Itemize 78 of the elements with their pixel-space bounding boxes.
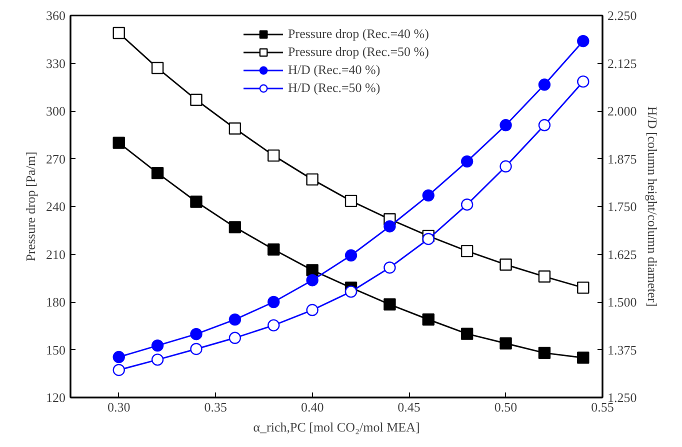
point (228, 332, 242, 344)
point (190, 328, 202, 340)
y-tick-label: 120 (46, 390, 66, 405)
point (268, 319, 280, 332)
point (500, 258, 512, 271)
y2-tick-label: 2.250 (608, 8, 637, 23)
point (384, 298, 396, 310)
y2-axis-title: H/D [column height/column diameter] (644, 106, 660, 307)
point (500, 337, 512, 350)
y2-tick-label: 2.125 (608, 56, 637, 71)
legend-label: Pressure drop (Rec.=40 %) (288, 25, 429, 43)
point (190, 342, 202, 356)
point (460, 198, 474, 211)
y2-tick-label: 1.875 (608, 151, 637, 166)
point (306, 304, 318, 316)
point (422, 189, 434, 202)
y-tick-label: 180 (46, 294, 66, 310)
x-tick-label: 0.35 (204, 400, 227, 414)
point (151, 62, 164, 74)
y-tick-label: 150 (46, 342, 66, 358)
point (538, 346, 551, 360)
point (228, 122, 242, 135)
x-tick-label: 0.45 (398, 400, 420, 414)
point (344, 249, 358, 262)
x-tick-label: 0.40 (300, 400, 324, 414)
legend-label: H/D (Rec.=40 %) (288, 61, 380, 79)
point (112, 350, 125, 364)
y-tick-label: 240 (46, 199, 66, 214)
point (460, 155, 474, 168)
point (460, 328, 474, 340)
y2-tick-label: 1.375 (608, 342, 637, 358)
x-tick-label: 0.30 (107, 400, 130, 414)
point (190, 196, 202, 208)
y-tick-label: 330 (46, 56, 66, 71)
y-tick-label: 360 (46, 8, 66, 23)
point (344, 286, 358, 298)
point (500, 119, 512, 132)
point (384, 220, 396, 232)
point (538, 78, 551, 91)
point (151, 339, 164, 352)
point (306, 173, 318, 186)
point (112, 26, 125, 40)
point (344, 194, 358, 208)
point (460, 244, 474, 258)
y2-tick-label: 1.750 (608, 199, 637, 214)
point (500, 160, 512, 172)
point (577, 75, 590, 88)
point (151, 166, 164, 180)
point (577, 35, 590, 48)
point (577, 282, 590, 294)
x-axis-title: α_rich,PC [mol CO₂/mol MEA] (253, 420, 420, 434)
point (577, 352, 590, 364)
point (268, 296, 280, 308)
y-tick-label: 210 (46, 246, 66, 262)
point (306, 264, 318, 276)
y-tick-label: 270 (46, 151, 66, 166)
point (422, 232, 434, 246)
y2-tick-label: 1.625 (608, 246, 637, 262)
point (190, 94, 202, 106)
legend-label: H/D (Rec.=50 %) (288, 79, 380, 97)
x-tick-label: 0.50 (494, 400, 518, 414)
y2-tick-label: 1.500 (608, 294, 637, 310)
y-axis-title: Pressure drop [Pa/m] (23, 152, 38, 262)
y-tick-label: 300 (46, 104, 66, 118)
point (306, 274, 318, 286)
point (228, 313, 242, 326)
point (384, 262, 396, 274)
legend-label: Pressure drop (Rec.=50 %) (288, 43, 429, 61)
point (151, 354, 164, 366)
point (228, 221, 242, 234)
point (268, 149, 280, 162)
point (422, 313, 434, 326)
point (268, 243, 280, 256)
y2-tick-label: 2.000 (608, 104, 637, 118)
point (112, 364, 125, 376)
point (112, 136, 125, 149)
point (538, 270, 551, 283)
point (538, 119, 551, 132)
